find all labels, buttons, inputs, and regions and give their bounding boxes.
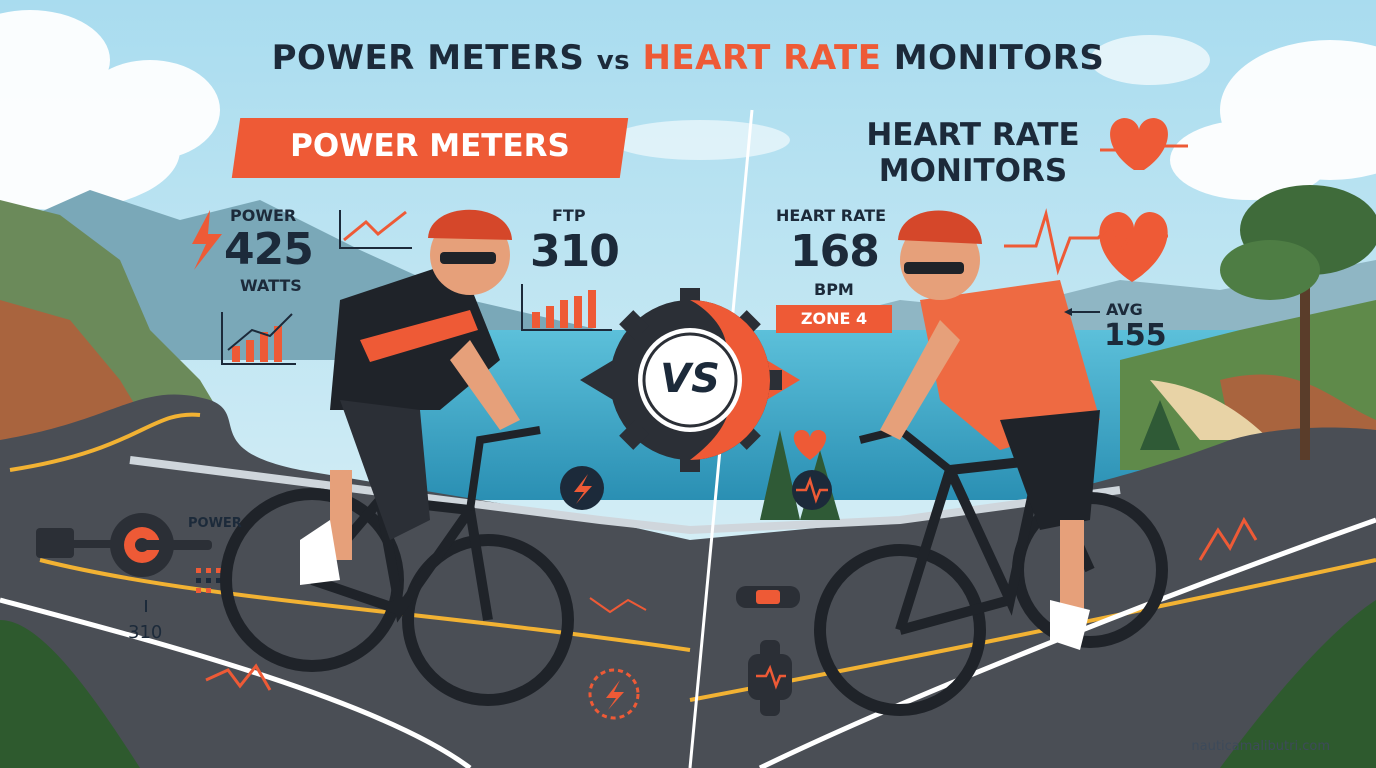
hr-trend-icon — [1198, 516, 1258, 561]
foliage-right — [1220, 600, 1376, 768]
title-power-meters: POWER METERS — [271, 38, 585, 78]
power-meters-banner: POWER METERS — [290, 128, 570, 164]
avg-value: 155 — [1104, 318, 1167, 353]
title-vs: vs — [596, 46, 631, 76]
lightning-badge-icon — [560, 466, 604, 510]
heart-rate-unit: BPM — [814, 280, 854, 299]
heart-badge-icon — [792, 470, 832, 510]
data-dots-icon — [196, 568, 221, 593]
clouds — [0, 10, 1376, 210]
beach-right — [1150, 380, 1270, 440]
heart-rate-monitors-title: HEART RATE MONITORS — [866, 117, 1080, 189]
ftp-label: FTP — [552, 206, 586, 225]
watermark: nauticamalibutri.com — [1191, 739, 1330, 754]
avg-label: AVG — [1106, 300, 1143, 319]
foliage-left — [0, 620, 140, 768]
zone-badge: ZONE 4 — [776, 305, 892, 333]
power-unit: WATTS — [240, 276, 302, 295]
crank-value: 310 — [128, 622, 163, 643]
title-heart-rate: HEART RATE — [642, 38, 882, 78]
chart-icon-top — [339, 210, 412, 249]
trend-line-icon — [589, 597, 647, 614]
lightning-icon — [192, 210, 222, 270]
vs-label: VS — [660, 356, 720, 402]
speed-wave-icon — [205, 663, 272, 691]
power-label: POWER — [230, 206, 297, 225]
power-value: 425 — [224, 224, 314, 275]
chest-strap-icon — [736, 586, 800, 608]
heart-rate-label: HEART RATE — [776, 206, 887, 225]
avg-pointer-head — [1064, 308, 1072, 316]
heart-icon-title — [1100, 118, 1188, 170]
road-edges — [0, 517, 1376, 768]
main-title: POWER METERS vs HEART RATE MONITORS — [0, 38, 1376, 78]
cyclist-left — [300, 209, 520, 585]
road-left — [0, 394, 690, 768]
heart-rate-value: 168 — [790, 226, 880, 277]
heart-icon-large — [1004, 208, 1168, 282]
vs-gear-badge — [580, 288, 800, 472]
ftp-value: 310 — [530, 226, 620, 277]
crank-power-label: POWER — [188, 516, 242, 531]
trees-right — [760, 185, 1376, 520]
crankset-icon — [36, 513, 212, 577]
cyclist-right — [880, 210, 1100, 650]
road-right — [690, 427, 1376, 768]
lightning-dashed-icon — [588, 668, 640, 720]
heart-icon-small — [793, 430, 827, 460]
title-monitors: MONITORS — [893, 38, 1105, 78]
chart-icon-left — [221, 312, 296, 365]
smartwatch-icon — [748, 640, 792, 716]
chart-icon-right — [521, 284, 612, 331]
